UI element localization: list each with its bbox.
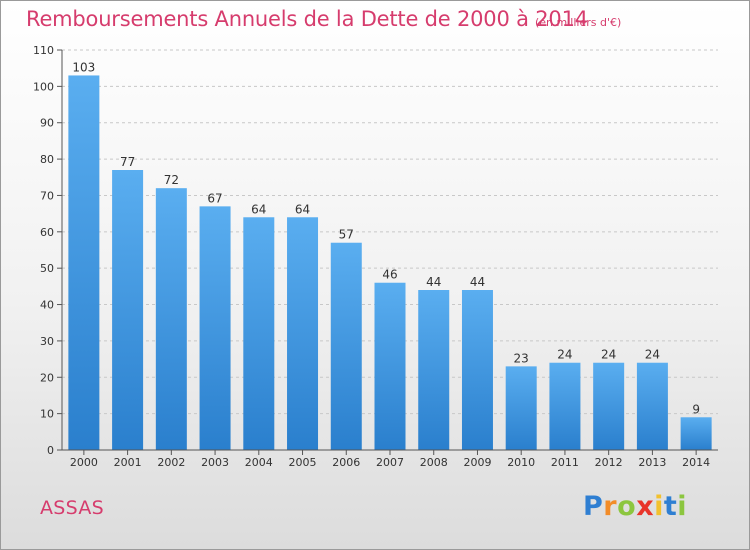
x-tick-label: 2013 <box>638 456 666 469</box>
bar <box>461 290 493 450</box>
commune-name: ASSAS <box>40 497 105 519</box>
logo-letter: o <box>617 491 637 522</box>
bar-value-label: 44 <box>426 275 441 289</box>
y-tick-label: 20 <box>40 371 54 384</box>
bar-value-label: 64 <box>251 202 266 216</box>
bar <box>549 362 581 450</box>
x-tick-label: 2004 <box>245 456 273 469</box>
bar <box>593 362 625 450</box>
logo-letter: P <box>583 491 604 522</box>
bar <box>680 417 712 450</box>
bar <box>112 170 144 450</box>
bar-value-label: 67 <box>207 191 222 205</box>
x-tick-label: 2011 <box>551 456 579 469</box>
y-tick-label: 10 <box>40 408 54 421</box>
x-tick-label: 2008 <box>420 456 448 469</box>
x-tick-label: 2014 <box>682 456 710 469</box>
x-tick-label: 2010 <box>507 456 535 469</box>
y-tick-label: 60 <box>40 226 54 239</box>
logo-letter: i <box>677 491 688 522</box>
x-tick-label: 2006 <box>332 456 360 469</box>
bar-value-label: 64 <box>295 202 310 216</box>
logo-letter: i <box>654 491 664 522</box>
logo-letter: r <box>603 491 618 522</box>
bar-value-label: 44 <box>470 275 485 289</box>
y-tick-label: 50 <box>40 262 54 275</box>
bar <box>636 362 668 450</box>
bar <box>243 217 275 450</box>
bar-value-label: 57 <box>339 228 354 242</box>
chart-title: Remboursements Annuels de la Dette de 20… <box>26 7 588 31</box>
bar <box>374 282 406 450</box>
x-tick-label: 2002 <box>157 456 185 469</box>
bar <box>155 188 187 450</box>
logo-letter: t <box>663 491 678 522</box>
x-tick-label: 2003 <box>201 456 229 469</box>
y-tick-label: 100 <box>33 80 54 93</box>
x-tick-label: 2005 <box>289 456 317 469</box>
y-tick-label: 0 <box>47 444 54 457</box>
bar-value-label: 24 <box>645 348 660 362</box>
x-tick-label: 2007 <box>376 456 404 469</box>
x-tick-label: 2000 <box>70 456 98 469</box>
y-tick-label: 110 <box>33 44 54 57</box>
chart-unit: (en milliers d'€) <box>535 16 622 29</box>
x-tick-label: 2001 <box>114 456 142 469</box>
x-tick-label: 2009 <box>463 456 491 469</box>
bar <box>330 242 362 450</box>
bar-value-label: 46 <box>382 268 397 282</box>
x-axis: 2000 2001 2002 2003 2004 2005 2006 2007 2008 2009… <box>62 449 718 469</box>
bar-value-label: 77 <box>120 155 135 169</box>
proxiti-logo: Proxiti <box>583 491 687 522</box>
bar-value-label: 72 <box>164 173 179 187</box>
bar-value-label: 23 <box>514 351 529 365</box>
bar <box>68 75 100 451</box>
bars: 103 77 72 67 64 64 57 46 44 44 23 24 24 24 9 <box>68 60 712 451</box>
y-tick-label: 30 <box>40 335 54 348</box>
bar-value-label: 24 <box>601 348 616 362</box>
bar <box>505 366 537 450</box>
bar-value-label: 24 <box>557 348 572 362</box>
y-tick-label: 90 <box>40 117 54 130</box>
bar-value-label: 9 <box>692 402 700 416</box>
logo-letter: x <box>636 491 655 522</box>
bar <box>287 217 319 450</box>
y-tick-label: 70 <box>40 189 54 202</box>
x-tick-label: 2012 <box>595 456 623 469</box>
y-tick-label: 80 <box>40 153 54 166</box>
y-tick-label: 40 <box>40 299 54 312</box>
bar-value-label: 103 <box>72 60 95 74</box>
bar <box>199 206 231 450</box>
y-axis: 0 10 20 30 40 50 60 70 80 90 100 110 <box>33 44 63 457</box>
bar <box>418 290 450 450</box>
